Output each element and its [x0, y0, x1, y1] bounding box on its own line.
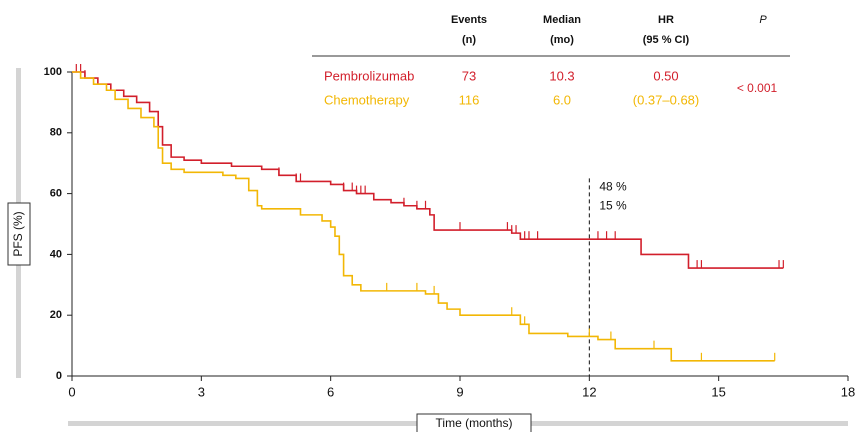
table-header: (mo)	[550, 34, 574, 46]
table-cell: (0.37–0.68)	[633, 92, 700, 107]
y-tick-label: 0	[56, 370, 62, 382]
y-tick-label: 60	[50, 188, 62, 200]
x-tick-label: 9	[456, 384, 463, 399]
table-cell: 10.3	[549, 68, 574, 83]
survival-curve	[72, 71, 775, 362]
table-header: (95 % CI)	[643, 34, 690, 46]
p-value: < 0.001	[737, 81, 778, 95]
y-tick-label: 80	[50, 127, 62, 139]
x-tick-label: 0	[68, 384, 75, 399]
x-tick-label: 6	[327, 384, 334, 399]
x-tick-label: 12	[582, 384, 596, 399]
y-label-box	[7, 202, 31, 266]
x-tick-label: 3	[198, 384, 205, 399]
table-header: P	[759, 14, 767, 26]
y-tick-label: 100	[44, 66, 62, 78]
y-tick-label: 20	[50, 309, 62, 321]
annotation: 15 %	[599, 199, 627, 213]
table-header: Median	[543, 14, 581, 26]
survival-curve	[72, 71, 784, 269]
x-axis-label: Time (months)	[436, 416, 513, 430]
x-tick-label: 15	[711, 384, 725, 399]
table-header: Events	[451, 14, 487, 26]
table-header: HR	[658, 14, 674, 26]
table-cell: 0.50	[653, 68, 678, 83]
annotation: 48 %	[599, 180, 627, 194]
x-label-box	[416, 413, 532, 432]
legend-label: Pembrolizumab	[324, 68, 414, 83]
x-tick-label: 18	[841, 384, 855, 399]
y-tick-label: 40	[50, 248, 62, 260]
table-cell: 73	[462, 68, 476, 83]
legend-label: Chemotherapy	[324, 92, 410, 107]
table-cell: 6.0	[553, 92, 571, 107]
table-cell: 116	[459, 92, 480, 107]
y-axis-label: PFS (%)	[11, 211, 25, 256]
table-header: (n)	[462, 34, 476, 46]
